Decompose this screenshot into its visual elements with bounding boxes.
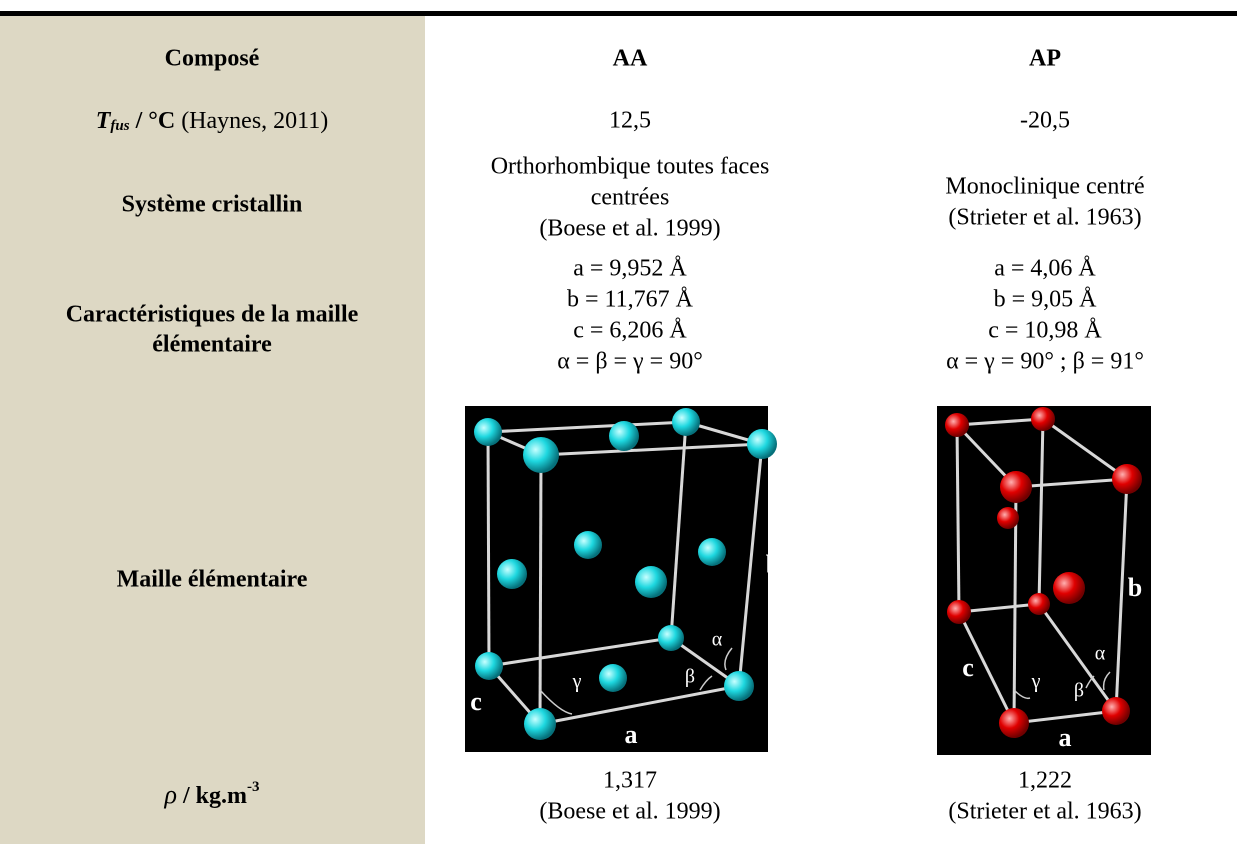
label-part: (Haynes, 2011) <box>175 108 328 134</box>
angle-label: γ <box>1031 671 1041 693</box>
label-part: / kg.m <box>177 783 247 809</box>
axis-label: b <box>1128 573 1142 602</box>
unit-cell-aa: a b c α β γ <box>465 406 780 752</box>
cell: Orthorhombique toutes faces <box>491 154 770 180</box>
cell: centrées <box>591 185 670 211</box>
unit-cell-ap: a b c α β γ <box>937 406 1151 755</box>
cell: 12,5 <box>609 108 651 134</box>
cell: a = 4,06 Å <box>994 256 1096 282</box>
cell: α = β = γ = 90° <box>557 349 703 375</box>
header-cell: Composé <box>165 46 260 72</box>
axis-label: b <box>766 550 780 579</box>
axis-label: a <box>1059 723 1072 752</box>
header-cell: AP <box>1029 46 1061 72</box>
angle-label: γ <box>572 671 582 693</box>
angle-label: β <box>1074 680 1084 702</box>
cell: α = γ = 90° ; β = 91° <box>946 349 1144 375</box>
axis-label: a <box>625 720 638 749</box>
label-part: / °C <box>130 108 176 134</box>
row-label: Tfus / °C (Haynes, 2011) <box>96 108 329 135</box>
cell: -20,5 <box>1020 108 1070 134</box>
cell: Monoclinique centré <box>945 174 1144 200</box>
label-part: -3 <box>247 779 260 795</box>
cell: (Boese et al. 1999) <box>539 799 720 825</box>
label-column <box>0 16 425 844</box>
page: Composé AA AP Tfus / °C (Haynes, 2011) 1… <box>0 0 1237 844</box>
top-rule <box>0 11 1237 16</box>
row-label: Caractéristiques de la maille <box>66 302 359 328</box>
cell: (Strieter et al. 1963) <box>948 205 1141 231</box>
cell: 1,317 <box>603 768 657 794</box>
cell: (Boese et al. 1999) <box>539 216 720 242</box>
cell: a = 9,952 Å <box>573 256 687 282</box>
row-label: élémentaire <box>152 332 272 358</box>
header-cell: AA <box>613 46 648 72</box>
angle-label: α <box>1095 643 1106 665</box>
cell: 1,222 <box>1018 768 1072 794</box>
axis-label: c <box>962 653 974 682</box>
label-part: ρ <box>164 780 177 809</box>
row-label: Maille élémentaire <box>117 567 308 593</box>
cell: c = 10,98 Å <box>988 318 1102 344</box>
cell: (Strieter et al. 1963) <box>948 799 1141 825</box>
row-label: Système cristallin <box>122 192 303 218</box>
angle-label: β <box>685 666 695 688</box>
cell: b = 11,767 Å <box>567 287 694 313</box>
label-part: fus <box>110 118 129 134</box>
table: Composé AA AP Tfus / °C (Haynes, 2011) 1… <box>0 0 1237 844</box>
cell: b = 9,05 Å <box>994 287 1098 313</box>
row-label: ρ / kg.m-3 <box>164 779 260 809</box>
label-part: T <box>96 108 112 134</box>
angle-label: α <box>712 629 723 651</box>
axis-label: c <box>470 687 482 716</box>
cell: c = 6,206 Å <box>573 318 687 344</box>
